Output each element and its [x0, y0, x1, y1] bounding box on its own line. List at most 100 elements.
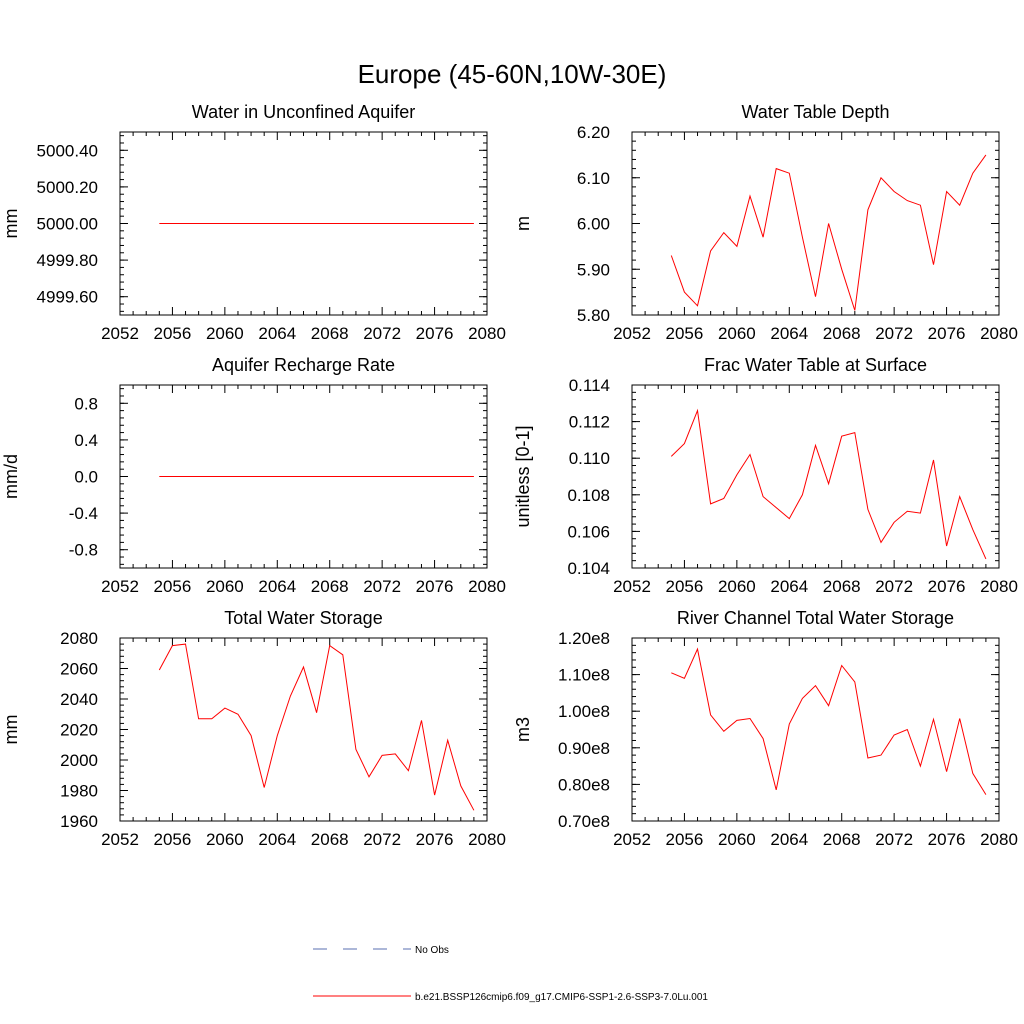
panel-4-xtick-label: 2072	[875, 577, 913, 596]
panel-5-ytick-label: 2080	[60, 629, 98, 648]
panel-4-xtick-label: 2076	[928, 577, 966, 596]
panel-6-ytick-label: 1.10e8	[558, 666, 610, 685]
panel-4-ytick-label: 0.104	[567, 559, 610, 578]
panel-2: Water Table Depth m 2052 2056 2060 2064 2068 20…	[513, 102, 1018, 343]
panel-1-xtick-label: 2080	[468, 324, 506, 343]
panel-2-series-line	[670, 154, 987, 311]
panel-5-xtick-label: 2068	[311, 830, 349, 849]
panel-4-ytick-label: 0.112	[569, 413, 610, 432]
panel-1-ytick-label: 5000.20	[37, 178, 98, 197]
panel-3-ytick-label: 0.8	[74, 394, 98, 413]
panel-1: Water in Unconfined Aquifer mm 2052 2056 206…	[1, 102, 506, 343]
panel-1-xtick-label: 2072	[363, 324, 401, 343]
panel-2-frame	[631, 131, 1000, 316]
panel-6-xtick-label: 2052	[613, 830, 651, 849]
panel-4-xtick-label: 2080	[980, 577, 1018, 596]
panel-3-xtick-label: 2056	[154, 577, 192, 596]
panel-4-xtick-label: 2060	[718, 577, 756, 596]
legend: No Obs b.e21.BSSP126cmip6.f09_g17.CMIP6-…	[313, 945, 708, 1003]
panel-4-xtick-label: 2056	[666, 577, 704, 596]
panel-4-series-line	[670, 408, 987, 560]
panel-5-ylabel: mm	[1, 715, 21, 745]
panel-6-ytick-label: 1.00e8	[558, 702, 610, 721]
panel-6-xtick-label: 2068	[823, 830, 861, 849]
panel-5: Total Water Storage mm 2052 2056 2060 2064 206…	[1, 608, 506, 849]
panel-4-title: Frac Water Table at Surface	[704, 355, 927, 375]
panel-4-xtick-label: 2052	[613, 577, 651, 596]
panel-6-ytick-label: 0.70e8	[558, 812, 610, 831]
panel-4-ylabel: unitless [0-1]	[513, 425, 533, 527]
panel-2-xtick-label: 2068	[823, 324, 861, 343]
panel-5-ytick-label: 1960	[60, 812, 98, 831]
panel-3-xtick-label: 2060	[206, 577, 244, 596]
panel-1-title: Water in Unconfined Aquifer	[192, 102, 415, 122]
panel-2-ytick-label: 5.90	[577, 260, 610, 279]
panel-6-xtick-label: 2056	[666, 830, 704, 849]
panel-5-xtick-label: 2072	[363, 830, 401, 849]
panel-6-frame	[631, 637, 1000, 822]
panel-1-ylabel: mm	[1, 209, 21, 239]
panel-6-ytick-label: 1.20e8	[558, 629, 610, 648]
panel-1-ytick-label: 5000.00	[37, 215, 98, 234]
panel-3-ytick-label: 0.4	[74, 431, 98, 450]
panel-5-ytick-label: 2000	[60, 751, 98, 770]
panel-2-xtick-label: 2056	[666, 324, 704, 343]
panel-5-xtick-label: 2064	[258, 830, 296, 849]
panel-1-ytick-label: 5000.40	[37, 141, 98, 160]
panel-2-ytick-label: 6.20	[577, 123, 610, 142]
panel-3: Aquifer Recharge Rate mm/d 2052 2056 2060 206…	[1, 355, 506, 596]
panel-4: Frac Water Table at Surface unitless [0-1…	[513, 355, 1018, 596]
panel-4-ytick-label: 0.106	[567, 522, 610, 541]
panel-2-ylabel: m	[513, 216, 533, 231]
panel-6-series-line	[671, 647, 987, 795]
panel-5-xtick-label: 2056	[154, 830, 192, 849]
panel-5-ytick-label: 1980	[60, 782, 98, 801]
panel-1-ytick-label: 4999.80	[37, 251, 98, 270]
panel-3-ytick-label: -0.8	[69, 541, 98, 560]
panel-2-title: Water Table Depth	[741, 102, 889, 122]
panel-3-xtick-label: 2068	[311, 577, 349, 596]
panel-3-xtick-label: 2064	[258, 577, 296, 596]
panel-6-ytick-label: 0.90e8	[558, 739, 610, 758]
panel-1-xtick-label: 2060	[206, 324, 244, 343]
panel-6-xtick-label: 2076	[928, 830, 966, 849]
panels: Water in Unconfined Aquifer mm 2052 2056 206…	[1, 102, 1018, 849]
panel-5-frame	[119, 637, 488, 822]
page-title: Europe (45-60N,10W-30E)	[358, 59, 667, 89]
panel-5-xtick-label: 2080	[468, 830, 506, 849]
panel-4-xtick-label: 2068	[823, 577, 861, 596]
panel-4-ytick-label: 0.108	[567, 486, 610, 505]
panel-6-xtick-label: 2072	[875, 830, 913, 849]
panel-3-xtick-label: 2076	[416, 577, 454, 596]
legend-obs-label: No Obs	[415, 945, 449, 956]
panel-3-xtick-label: 2072	[363, 577, 401, 596]
panel-5-xtick-label: 2076	[416, 830, 454, 849]
panel-4-ytick-label: 0.110	[569, 449, 610, 468]
panel-6-xtick-label: 2080	[980, 830, 1018, 849]
panel-2-xtick-label: 2060	[718, 324, 756, 343]
panel-5-ytick-label: 2040	[60, 690, 98, 709]
panel-6-title: River Channel Total Water Storage	[677, 608, 954, 628]
legend-model-label: b.e21.BSSP126cmip6.f09_g17.CMIP6-SSP1-2.…	[415, 992, 708, 1003]
panel-2-xtick-label: 2080	[980, 324, 1018, 343]
panel-5-series-line	[158, 643, 475, 811]
panel-5-ytick-label: 2020	[60, 721, 98, 740]
panel-3-ylabel: mm/d	[1, 454, 21, 499]
panel-2-ytick-label: 6.10	[577, 169, 610, 188]
panel-4-ytick-label: 0.114	[569, 376, 610, 395]
panel-6-ytick-label: 0.80e8	[558, 775, 610, 794]
panel-5-title: Total Water Storage	[224, 608, 382, 628]
panel-2-ytick-label: 6.00	[577, 215, 610, 234]
panel-6-xtick-label: 2064	[770, 830, 808, 849]
panel-5-xtick-label: 2052	[101, 830, 139, 849]
panel-2-xtick-label: 2072	[875, 324, 913, 343]
panel-3-xtick-label: 2080	[468, 577, 506, 596]
panel-3-xtick-label: 2052	[101, 577, 139, 596]
panel-6-ylabel: m3	[513, 717, 533, 742]
panel-5-ytick-label: 2060	[60, 660, 98, 679]
panel-2-xtick-label: 2064	[770, 324, 808, 343]
panel-2-xtick-label: 2076	[928, 324, 966, 343]
panel-2-xtick-label: 2052	[613, 324, 651, 343]
panel-1-ytick-label: 4999.60	[37, 288, 98, 307]
